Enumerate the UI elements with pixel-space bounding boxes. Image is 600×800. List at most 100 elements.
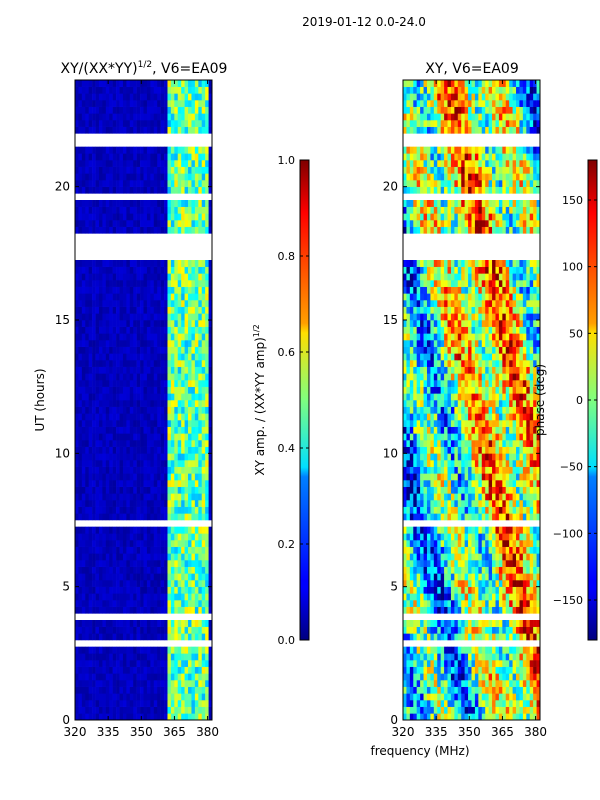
heatmap-cell [167,166,172,174]
heatmap-cell [146,146,151,154]
heatmap-cell [526,620,531,627]
heatmap-cell [75,606,79,614]
heatmap-cell [126,546,131,554]
heatmap-cell [464,706,469,714]
heatmap-cell [102,480,107,487]
heatmap-cell [174,673,179,681]
heatmap-cell [126,666,131,674]
heatmap-cell [126,400,131,407]
heatmap-cell [174,220,179,227]
heatmap-cell [536,566,541,574]
heatmap-cell [85,606,89,614]
heatmap-cell [75,173,79,181]
heatmap-cell [150,366,155,374]
heatmap-cell [181,573,185,581]
heatmap-cell [140,580,144,587]
heatmap-cell [205,313,209,321]
heatmap-cell [481,653,486,661]
heatmap-cell [153,586,158,594]
heatmap-cell [454,500,459,507]
heatmap-cell [109,460,113,467]
heatmap-cell [136,160,141,167]
heatmap-cell [136,293,141,301]
heatmap-cell [461,580,465,587]
heatmap-cell [416,573,421,581]
heatmap-cell [122,453,127,461]
heatmap-cell [433,693,438,701]
heatmap-cell [194,353,199,361]
heatmap-cell [420,626,424,634]
heatmap-cell [468,540,472,547]
heatmap-cell [119,413,124,421]
heatmap-cell [471,560,476,567]
heatmap-cell [105,633,110,641]
heatmap-cell [188,353,192,361]
heatmap-cell [85,566,89,574]
heatmap-cell [88,433,93,441]
heatmap-cell [133,506,137,514]
heatmap-cell [420,653,424,661]
heatmap-cell [92,526,96,534]
heatmap-cell [533,480,537,487]
heatmap-cell [170,546,175,554]
heatmap-cell [92,326,96,334]
heatmap-cell [116,220,120,227]
heatmap-cell [102,333,107,341]
heatmap-cell [512,700,517,707]
heatmap-cell [85,540,89,547]
heatmap-cell [191,313,196,321]
heatmap-cell [444,566,448,574]
heatmap-cell [522,693,527,701]
heatmap-cell [205,526,209,534]
heatmap-cell [177,386,182,394]
heatmap-cell [143,273,148,281]
heatmap-cell [495,713,500,721]
heatmap-cell [92,213,96,221]
heatmap-cell [447,620,452,627]
heatmap-cell [85,146,89,154]
heatmap-cell [430,673,435,681]
heatmap-cell [116,486,120,494]
heatmap-cell [92,560,96,567]
heatmap-cell [98,666,103,674]
heatmap-cell [502,566,507,574]
heatmap-cell [75,433,79,441]
heatmap-cell [102,533,107,541]
heatmap-cell [416,500,421,507]
heatmap-cell [88,480,93,487]
heatmap-cell [81,200,86,207]
heatmap-cell [208,506,213,514]
heatmap-cell [191,200,196,207]
heatmap-cell [143,160,148,167]
heatmap-cell [146,446,151,454]
heatmap-cell [153,466,158,474]
heatmap-cell [194,440,199,447]
heatmap-cell [112,346,117,354]
heatmap-cell [181,213,185,221]
heatmap-cell [109,160,113,167]
heatmap-cell [102,580,107,587]
heatmap-cell [191,566,196,574]
heatmap-cell [481,680,486,687]
heatmap-cell [109,673,113,681]
heatmap-cell [509,526,513,534]
heatmap-cell [174,546,179,554]
heatmap-cell [136,573,141,581]
heatmap-cell [471,500,476,507]
heatmap-cell [188,340,192,347]
heatmap-cell [437,526,441,534]
heatmap-cell [119,426,124,434]
heatmap-cell [403,600,407,607]
heatmap-cell [174,173,179,181]
heatmap-cell [81,646,86,654]
heatmap-cell [112,566,117,574]
heatmap-cell [447,573,452,581]
heatmap-cell [167,293,172,301]
heatmap-cell [157,486,161,494]
heatmap-cell [109,606,113,614]
heatmap-cell [205,500,209,507]
heatmap-cell [157,500,161,507]
heatmap-cell [129,466,134,474]
heatmap-cell [85,113,89,121]
heatmap-cell [85,433,89,441]
